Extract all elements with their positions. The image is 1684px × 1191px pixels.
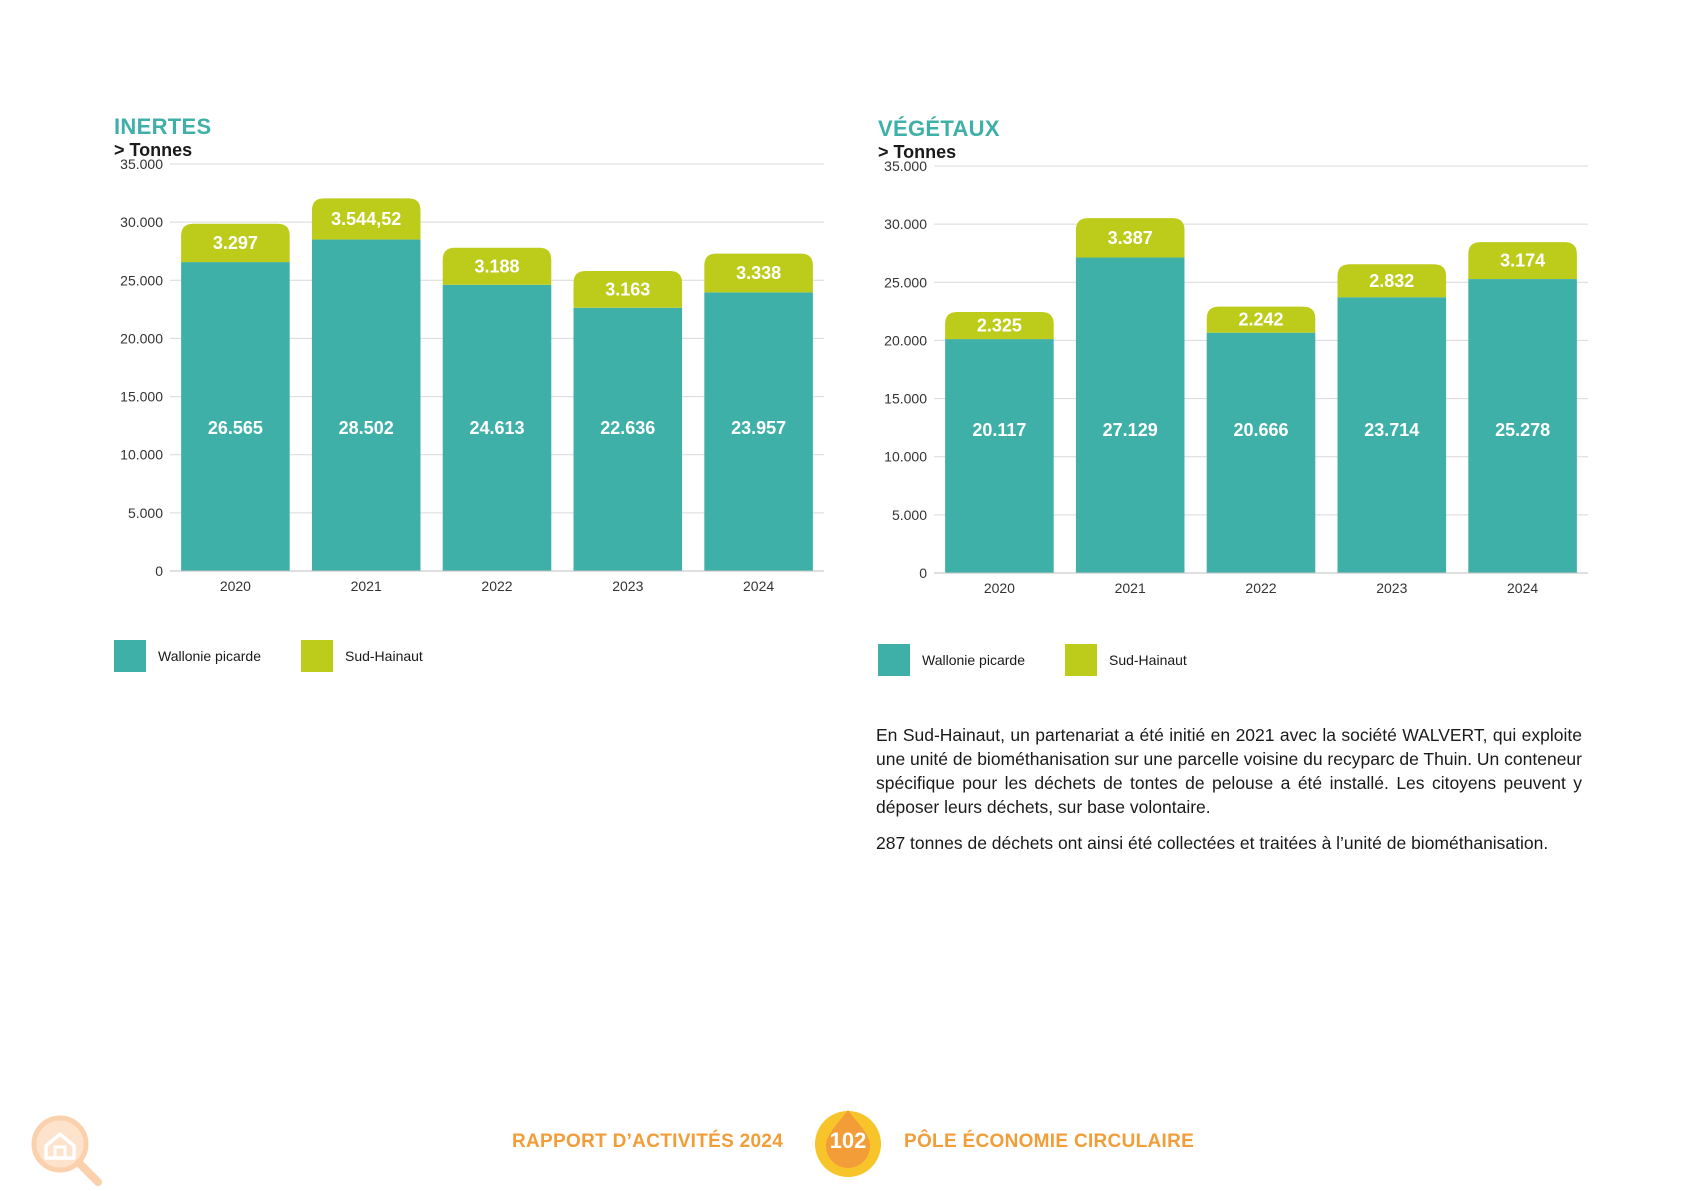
footer-report-title: RAPPORT D’ACTIVITÉS 2024	[512, 1131, 784, 1152]
bar-value-label-sud-hainaut: 3.338	[736, 263, 781, 283]
chart-plot-area: 35.000 30.000 25.000 20.000 15.000 10.000 5.00…	[120, 156, 824, 594]
y-tick-label: 20.000	[120, 330, 163, 346]
bar-value-label-sud-hainaut: 2.325	[977, 316, 1022, 336]
chart-plot-area: 35.000 30.000 25.000 20.000 15.000 10.000 5.00…	[884, 158, 1588, 596]
legend-label-wallonie: Wallonie picarde	[158, 648, 261, 664]
chart-title: INERTES	[114, 114, 212, 139]
legend-swatch-wallonie	[114, 640, 146, 672]
legend-swatch-sud-hainaut	[300, 640, 333, 672]
bar-value-label-sud-hainaut: 3.188	[474, 256, 519, 276]
legend-label-sud-hainaut: Sud-Hainaut	[1108, 652, 1187, 668]
y-tick-label: 35.000	[120, 156, 163, 172]
y-tick-label: 5.000	[892, 507, 927, 523]
chart-title: VÉGÉTAUX	[878, 116, 1000, 141]
legend-swatch-wallonie	[878, 644, 910, 676]
chart-unit-label: > Tonnes	[114, 140, 193, 160]
bar-value-label-wallonie: 23.714	[1364, 420, 1419, 440]
bar-value-label-wallonie: 20.117	[972, 420, 1026, 440]
bar-wallonie-picarde	[573, 307, 683, 571]
bar-wallonie-picarde	[1075, 257, 1185, 573]
y-tick-label: 0	[919, 565, 927, 581]
chart-inertes: INERTES > Tonnes 35.000 30.000 25.000 20.00…	[112, 110, 852, 690]
bar-value-label-sud-hainaut: 2.832	[1369, 271, 1414, 291]
y-tick-label: 10.000	[884, 449, 927, 465]
footer-section-title: PÔLE ÉCONOMIE CIRCULAIRE	[904, 1131, 1195, 1152]
bar-value-label-sud-hainaut: 3.544,52	[331, 209, 401, 229]
page-number-badge: 102	[810, 1100, 886, 1180]
bar-value-label-wallonie: 22.636	[600, 418, 655, 438]
chart-unit-label: > Tonnes	[878, 142, 957, 162]
y-tick-label: 15.000	[884, 391, 927, 407]
bar-wallonie-picarde	[181, 262, 290, 571]
bar-value-label-sud-hainaut: 3.174	[1500, 251, 1545, 271]
bar-value-label-wallonie: 24.613	[469, 418, 524, 438]
x-tick-label: 2023	[612, 578, 643, 594]
y-tick-label: 10.000	[120, 447, 163, 463]
home-search-icon	[31, 1115, 102, 1186]
x-tick-label: 2024	[743, 578, 774, 594]
legend-label-sud-hainaut: Sud-Hainaut	[344, 648, 423, 664]
page-number: 102	[829, 1128, 867, 1153]
bar-value-label-wallonie: 25.278	[1495, 420, 1550, 440]
bar-sud-hainaut	[442, 247, 552, 285]
x-tick-label: 2020	[220, 578, 251, 594]
bar-value-label-wallonie: 26.565	[208, 418, 263, 438]
bar-value-label-sud-hainaut: 3.163	[605, 279, 650, 299]
x-tick-label: 2021	[1115, 580, 1146, 596]
bar-wallonie-picarde	[704, 292, 813, 571]
bar-sud-hainaut	[1337, 264, 1447, 298]
y-tick-label: 5.000	[128, 505, 163, 521]
droplet-badge-icon	[815, 1110, 881, 1177]
bar-wallonie-picarde	[945, 339, 1054, 573]
bar-sud-hainaut	[573, 270, 683, 308]
x-tick-label: 2023	[1376, 580, 1407, 596]
legend-label-wallonie: Wallonie picarde	[922, 652, 1025, 668]
bar-sud-hainaut	[1468, 242, 1577, 280]
bar-value-label-sud-hainaut: 3.387	[1108, 228, 1153, 248]
bar-value-label-sud-hainaut: 3.297	[213, 233, 258, 253]
bar-wallonie-picarde	[311, 239, 421, 572]
bar-value-label-sud-hainaut: 2.242	[1238, 310, 1283, 330]
y-tick-label: 20.000	[884, 332, 927, 348]
x-tick-label: 2024	[1507, 580, 1538, 596]
body-paragraph: En Sud-Hainaut, un partenariat a été ini…	[876, 725, 1582, 817]
bar-wallonie-picarde	[1206, 332, 1316, 573]
bar-wallonie-picarde	[442, 284, 552, 571]
x-tick-label: 2020	[984, 580, 1015, 596]
y-tick-label: 0	[155, 563, 163, 579]
y-tick-label: 35.000	[884, 158, 927, 174]
y-tick-label: 15.000	[120, 389, 163, 405]
bar-sud-hainaut	[1075, 218, 1185, 258]
bar-value-label-wallonie: 27.129	[1103, 420, 1158, 440]
chart-vegetaux: VÉGÉTAUX > Tonnes 35.000 30.000 25.000 20.0…	[876, 110, 1616, 690]
bar-value-label-wallonie: 23.957	[731, 418, 786, 438]
bar-sud-hainaut	[945, 312, 1054, 340]
y-tick-label: 30.000	[120, 214, 163, 230]
y-tick-label: 25.000	[120, 272, 163, 288]
bar-value-label-wallonie: 20.666	[1233, 420, 1288, 440]
bar-value-label-wallonie: 28.502	[339, 418, 394, 438]
bar-wallonie-picarde	[1468, 279, 1577, 573]
x-tick-label: 2022	[481, 578, 512, 594]
x-tick-label: 2021	[351, 578, 382, 594]
chart-legend: Wallonie picarde Sud-Hainaut	[114, 640, 463, 672]
legend-swatch-sud-hainaut	[1064, 644, 1097, 676]
body-paragraph: 287 tonnes de déchets ont ainsi été coll…	[876, 833, 1549, 853]
chart-legend: Wallonie picarde Sud-Hainaut	[878, 644, 1227, 676]
bar-wallonie-picarde	[1337, 297, 1447, 573]
y-tick-label: 25.000	[884, 274, 927, 290]
y-tick-label: 30.000	[884, 216, 927, 232]
bar-sud-hainaut	[1206, 306, 1316, 333]
x-tick-label: 2022	[1245, 580, 1276, 596]
bar-sud-hainaut	[311, 198, 421, 240]
bar-sud-hainaut	[704, 253, 813, 293]
bar-sud-hainaut	[181, 223, 290, 263]
